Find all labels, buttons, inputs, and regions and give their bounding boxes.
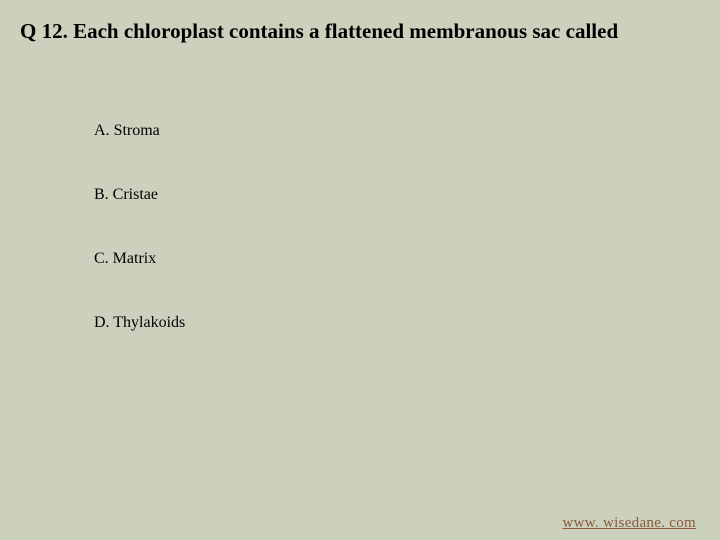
option-d[interactable]: D. Thylakoids <box>94 314 700 332</box>
footer-link[interactable]: www. wisedane. com <box>562 515 696 532</box>
option-text: Stroma <box>114 122 160 139</box>
option-letter: B. <box>94 186 109 204</box>
question-number: Q 12. <box>20 19 68 43</box>
option-text: Thylakoids <box>113 314 185 331</box>
option-c[interactable]: C. Matrix <box>94 250 700 268</box>
slide-container: Q 12. Each chloroplast contains a flatte… <box>0 0 720 540</box>
option-b[interactable]: B. Cristae <box>94 186 700 204</box>
options-list: A. Stroma B. Cristae C. Matrix D. Thylak… <box>20 122 700 332</box>
option-text: Cristae <box>113 186 158 203</box>
option-letter: D. <box>94 314 110 332</box>
option-letter: C. <box>94 250 109 268</box>
option-letter: A. <box>94 122 110 140</box>
option-a[interactable]: A. Stroma <box>94 122 700 140</box>
question-text: Q 12. Each chloroplast contains a flatte… <box>20 18 700 44</box>
option-text: Matrix <box>113 250 157 267</box>
question-body: Each chloroplast contains a flattened me… <box>73 19 618 43</box>
